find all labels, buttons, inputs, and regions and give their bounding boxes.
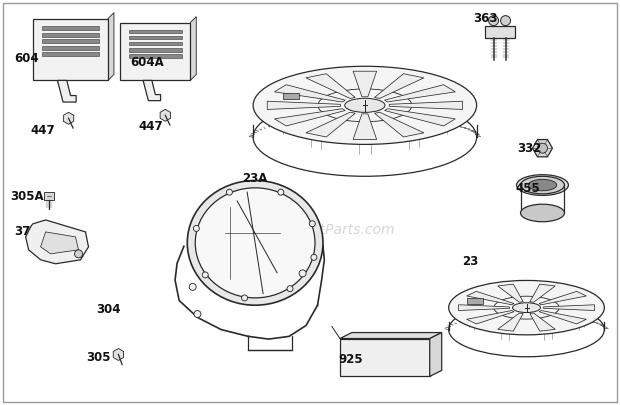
Text: 455: 455	[516, 181, 540, 194]
Circle shape	[299, 270, 306, 277]
Circle shape	[202, 272, 208, 278]
Circle shape	[309, 221, 316, 227]
Polygon shape	[374, 112, 424, 137]
Circle shape	[194, 311, 201, 318]
Circle shape	[489, 16, 498, 26]
Text: 305: 305	[87, 351, 111, 364]
Circle shape	[189, 284, 196, 290]
Polygon shape	[467, 298, 484, 304]
Bar	[42, 32, 99, 36]
Polygon shape	[306, 74, 355, 98]
Text: 363: 363	[474, 12, 498, 25]
Bar	[43, 192, 53, 200]
Polygon shape	[283, 93, 299, 99]
Text: 604A: 604A	[130, 56, 164, 69]
Polygon shape	[533, 140, 552, 157]
Ellipse shape	[253, 66, 477, 145]
Text: 447: 447	[30, 124, 55, 137]
Polygon shape	[25, 220, 89, 264]
Circle shape	[74, 250, 82, 258]
Ellipse shape	[521, 176, 564, 194]
Polygon shape	[353, 71, 376, 97]
Ellipse shape	[528, 179, 557, 191]
Polygon shape	[40, 232, 79, 254]
Bar	[42, 45, 99, 49]
Text: 23A: 23A	[242, 172, 267, 185]
Ellipse shape	[449, 280, 604, 335]
Bar	[42, 52, 99, 56]
Polygon shape	[459, 305, 510, 311]
Polygon shape	[384, 85, 455, 102]
Ellipse shape	[513, 303, 541, 313]
Polygon shape	[275, 85, 345, 102]
Text: 447: 447	[138, 120, 163, 133]
Polygon shape	[539, 291, 587, 305]
Circle shape	[311, 254, 317, 260]
Ellipse shape	[516, 175, 569, 196]
Text: 23: 23	[462, 255, 478, 268]
Bar	[340, 339, 430, 376]
Polygon shape	[275, 109, 345, 126]
Polygon shape	[340, 333, 441, 339]
Circle shape	[278, 189, 284, 195]
Text: eReplacementParts.com: eReplacementParts.com	[225, 223, 395, 237]
Polygon shape	[467, 311, 514, 324]
Polygon shape	[63, 112, 74, 124]
Polygon shape	[539, 311, 587, 324]
Bar	[129, 30, 182, 33]
Polygon shape	[120, 23, 190, 81]
Circle shape	[538, 143, 547, 153]
Bar	[129, 54, 182, 58]
Ellipse shape	[195, 188, 315, 298]
Polygon shape	[113, 348, 123, 360]
Polygon shape	[498, 284, 523, 302]
Polygon shape	[374, 74, 424, 98]
Polygon shape	[384, 109, 455, 126]
Bar	[129, 36, 182, 39]
Text: 305A: 305A	[11, 190, 44, 202]
Bar	[485, 26, 515, 38]
Circle shape	[193, 226, 199, 231]
Polygon shape	[389, 101, 463, 109]
Polygon shape	[108, 13, 114, 81]
Polygon shape	[430, 333, 441, 376]
Bar	[129, 42, 182, 45]
Polygon shape	[33, 19, 108, 81]
Polygon shape	[498, 313, 523, 331]
Polygon shape	[544, 305, 595, 311]
Polygon shape	[143, 81, 161, 101]
Polygon shape	[353, 114, 376, 139]
Circle shape	[242, 295, 247, 301]
Text: 604: 604	[15, 52, 39, 65]
Text: 332: 332	[518, 142, 542, 155]
Polygon shape	[530, 284, 556, 302]
Circle shape	[226, 189, 232, 195]
Polygon shape	[306, 112, 355, 137]
Bar	[42, 26, 99, 30]
Polygon shape	[160, 109, 171, 121]
Polygon shape	[467, 291, 514, 305]
Polygon shape	[190, 17, 197, 81]
Ellipse shape	[187, 181, 323, 305]
Circle shape	[500, 16, 510, 26]
Text: 304: 304	[97, 303, 121, 316]
Polygon shape	[58, 81, 76, 102]
Circle shape	[287, 286, 293, 292]
Ellipse shape	[521, 204, 564, 222]
Bar	[42, 39, 99, 43]
Bar	[129, 48, 182, 51]
Ellipse shape	[345, 98, 385, 112]
Text: 37: 37	[15, 226, 31, 239]
Text: 925: 925	[338, 353, 363, 366]
Polygon shape	[267, 101, 340, 109]
Polygon shape	[530, 313, 556, 331]
